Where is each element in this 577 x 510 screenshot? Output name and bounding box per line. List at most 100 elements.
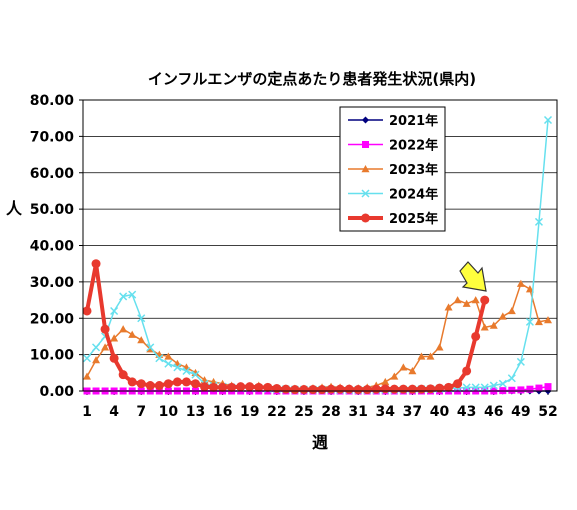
- gridlines: [83, 135, 557, 356]
- data-point: [263, 382, 273, 392]
- data-point: [127, 377, 137, 387]
- data-point: [507, 306, 516, 315]
- data-point: [191, 370, 200, 379]
- data-point: [544, 383, 552, 391]
- y-tick-label: 70.00: [30, 129, 75, 145]
- data-point: [145, 381, 155, 391]
- data-point: [381, 377, 390, 386]
- data-point: [290, 385, 300, 395]
- data-point: [236, 382, 246, 392]
- x-tick-label: 43: [457, 404, 476, 420]
- data-point: [155, 354, 164, 363]
- data-point: [453, 379, 463, 389]
- data-point: [498, 379, 507, 388]
- x-tick-label: 25: [294, 404, 313, 420]
- data-point: [362, 116, 369, 124]
- data-point: [480, 383, 489, 392]
- data-point: [344, 384, 354, 394]
- y-tick-label: 0.00: [39, 384, 74, 400]
- data-point: [361, 213, 370, 223]
- data-point: [435, 343, 444, 351]
- data-point: [471, 296, 480, 304]
- y-tick-label: 20.00: [30, 311, 75, 327]
- data-point: [128, 290, 137, 299]
- x-tick-label: 28: [321, 404, 340, 420]
- data-point: [181, 377, 191, 387]
- data-point: [254, 382, 264, 392]
- x-tick-label: 37: [403, 404, 422, 420]
- data-point: [136, 379, 146, 389]
- legend-label: 2021年: [389, 113, 438, 129]
- x-tick-label: 22: [267, 404, 286, 420]
- data-point: [544, 316, 552, 324]
- data-point: [525, 317, 534, 326]
- data-point: [535, 384, 543, 392]
- data-point: [471, 383, 480, 392]
- data-point: [91, 259, 101, 269]
- data-point: [416, 384, 426, 394]
- data-point: [200, 382, 210, 392]
- data-point: [110, 306, 119, 316]
- data-point: [362, 141, 369, 148]
- y-tick-label: 40.00: [30, 239, 75, 255]
- x-tick-label: 4: [109, 404, 119, 420]
- data-point: [326, 384, 336, 394]
- data-point: [362, 385, 372, 395]
- data-point: [462, 383, 471, 392]
- data-point: [489, 321, 498, 329]
- x-tick-label: 1: [82, 404, 92, 420]
- legend-label: 2024年: [389, 187, 438, 203]
- data-point: [137, 336, 146, 344]
- x-tick-label: 7: [136, 404, 146, 420]
- data-point: [498, 312, 507, 320]
- data-point: [507, 374, 516, 383]
- data-point: [526, 385, 534, 393]
- data-point: [281, 384, 291, 394]
- data-point: [408, 366, 417, 375]
- data-point: [462, 299, 471, 307]
- legend-label: 2023年: [389, 162, 438, 178]
- x-tick-label: 16: [213, 404, 232, 420]
- data-point: [83, 372, 91, 380]
- y-tick-label: 50.00: [30, 202, 75, 218]
- data-point: [218, 382, 228, 392]
- data-point: [164, 359, 173, 368]
- data-point: [390, 372, 399, 380]
- data-point: [110, 334, 119, 342]
- data-point: [118, 370, 128, 380]
- data-point: [534, 217, 543, 226]
- data-point: [417, 352, 426, 360]
- data-point: [407, 384, 417, 394]
- data-point: [82, 354, 92, 363]
- data-point: [308, 385, 318, 395]
- data-point: [172, 377, 182, 387]
- data-point: [489, 381, 498, 390]
- data-point: [128, 330, 137, 338]
- plot-frame: [82, 99, 558, 392]
- series-line: [86, 119, 549, 391]
- data-point: [516, 357, 525, 366]
- data-point: [154, 381, 164, 391]
- x-tick-label: 52: [538, 404, 557, 420]
- data-point: [517, 386, 525, 394]
- series-line: [85, 261, 487, 392]
- chart-title: インフルエンザの定点あたり患者発生状況(県内): [148, 70, 476, 88]
- data-point: [480, 295, 490, 305]
- x-tick-label: 40: [430, 404, 450, 420]
- data-point: [371, 384, 381, 394]
- series-2023年: [83, 279, 552, 392]
- data-point: [361, 189, 370, 198]
- data-point: [543, 115, 553, 125]
- y-tick-label: 10.00: [30, 348, 75, 364]
- data-point: [317, 385, 327, 395]
- data-point: [119, 292, 128, 301]
- data-point: [516, 279, 525, 287]
- data-point: [480, 323, 489, 331]
- data-point: [444, 382, 454, 392]
- data-point: [100, 324, 110, 334]
- legend-label: 2025年: [389, 211, 438, 227]
- data-point: [164, 352, 173, 360]
- x-tick-label: 46: [484, 404, 503, 420]
- x-tick-label: 49: [511, 404, 530, 420]
- data-point: [361, 165, 370, 173]
